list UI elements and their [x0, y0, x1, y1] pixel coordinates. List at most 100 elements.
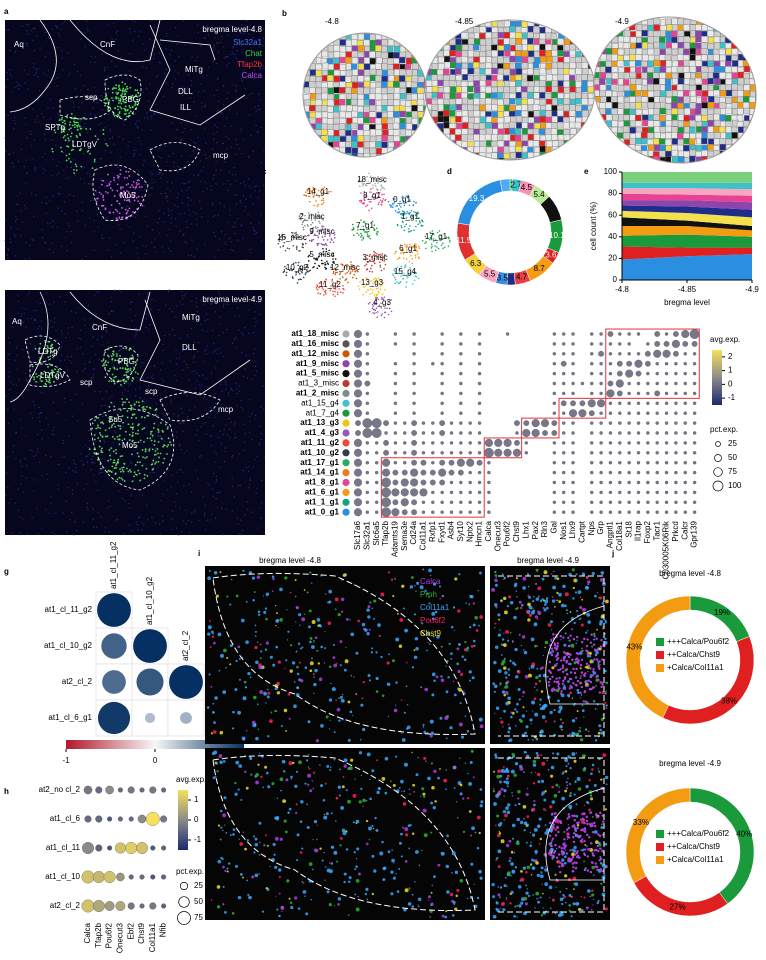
micro-signal — [117, 461, 120, 464]
cell — [333, 75, 340, 82]
cell — [660, 25, 667, 32]
cell — [425, 56, 432, 63]
cell — [533, 44, 540, 52]
tsne-point — [284, 249, 287, 252]
region-label: MiTg — [185, 65, 203, 74]
micro-dot — [90, 378, 93, 380]
micro-dot — [7, 408, 9, 410]
micro-dot — [125, 19, 127, 21]
micro-signal — [153, 440, 156, 443]
cell — [612, 156, 619, 164]
micro-dot — [196, 223, 198, 225]
micro-dot — [124, 388, 126, 391]
cell — [665, 72, 672, 79]
micro-signal — [112, 450, 115, 453]
micro-signal — [70, 149, 73, 152]
micro-dot — [38, 325, 41, 328]
micro-dot — [118, 289, 120, 292]
micro-dot — [241, 51, 243, 53]
cell — [545, 85, 552, 93]
tsne-point — [424, 247, 427, 250]
micro-signal — [102, 364, 104, 367]
micro-dot — [32, 62, 35, 65]
micro-dot — [139, 387, 141, 389]
cell — [508, 121, 516, 129]
cell — [575, 97, 582, 105]
cell — [357, 94, 365, 101]
micro-dot — [223, 410, 226, 412]
micro-signal — [120, 102, 123, 105]
cell — [467, 133, 474, 141]
cell — [659, 66, 667, 73]
micro-dot — [259, 425, 261, 427]
tsne-point — [394, 209, 397, 212]
micro-dot — [7, 353, 9, 356]
cell — [455, 146, 462, 154]
cell — [605, 145, 613, 152]
cell — [423, 57, 430, 65]
tsne-point — [417, 245, 420, 248]
tsne-point — [366, 204, 369, 206]
micro-dot — [225, 28, 227, 30]
micro-signal — [89, 152, 91, 155]
micro-dot — [92, 508, 94, 510]
micro-dot — [171, 121, 173, 124]
micro-signal — [138, 95, 140, 97]
micro-dot — [42, 392, 44, 394]
micro-dot — [57, 464, 59, 466]
micro-dot — [204, 105, 206, 108]
micro-signal — [150, 430, 153, 433]
cell — [575, 27, 582, 34]
micro-dot — [261, 240, 263, 243]
cell — [461, 133, 468, 141]
cell — [521, 158, 528, 160]
tsne-point — [311, 221, 314, 224]
micro-dot — [111, 360, 114, 363]
cell — [618, 67, 625, 74]
micro-signal — [149, 433, 152, 435]
micro-signal — [120, 186, 122, 188]
micro-signal — [163, 457, 166, 460]
micro-dot — [164, 390, 166, 392]
micro-dot — [241, 60, 243, 63]
micro-dot — [46, 473, 48, 475]
micro-dot — [110, 151, 112, 153]
cell — [719, 102, 726, 109]
cell — [659, 72, 666, 80]
micro-dot — [196, 418, 198, 421]
micro-dot — [38, 381, 40, 384]
cell — [580, 135, 588, 142]
cell — [652, 78, 660, 85]
micro-dot — [149, 147, 151, 149]
micro-dot — [94, 312, 96, 314]
micro-dot — [240, 201, 242, 204]
cell — [605, 31, 612, 38]
micro-dot — [254, 311, 257, 313]
micro-dot — [61, 354, 63, 357]
micro-dot — [186, 160, 189, 163]
cell — [629, 48, 636, 55]
cell — [545, 20, 552, 27]
micro-signal — [148, 449, 151, 452]
micro-signal — [53, 129, 56, 131]
micro-signal — [129, 97, 132, 100]
micro-dot — [248, 33, 251, 35]
micro-signal — [112, 87, 115, 90]
cell — [363, 141, 371, 149]
cell — [647, 102, 655, 109]
cell — [398, 56, 406, 64]
micro-dot — [139, 397, 142, 400]
micro-signal — [142, 456, 144, 459]
tsne-point — [393, 252, 396, 255]
micro-dot — [86, 502, 89, 505]
micro-dot — [258, 507, 261, 509]
micro-dot — [15, 41, 18, 44]
tsne-point — [322, 262, 324, 265]
micro-signal — [33, 378, 36, 381]
micro-signal — [120, 96, 123, 98]
micro-dot — [104, 149, 107, 152]
cell — [417, 141, 424, 148]
region-outline — [103, 345, 139, 383]
cell — [497, 111, 505, 118]
cell — [412, 63, 419, 70]
